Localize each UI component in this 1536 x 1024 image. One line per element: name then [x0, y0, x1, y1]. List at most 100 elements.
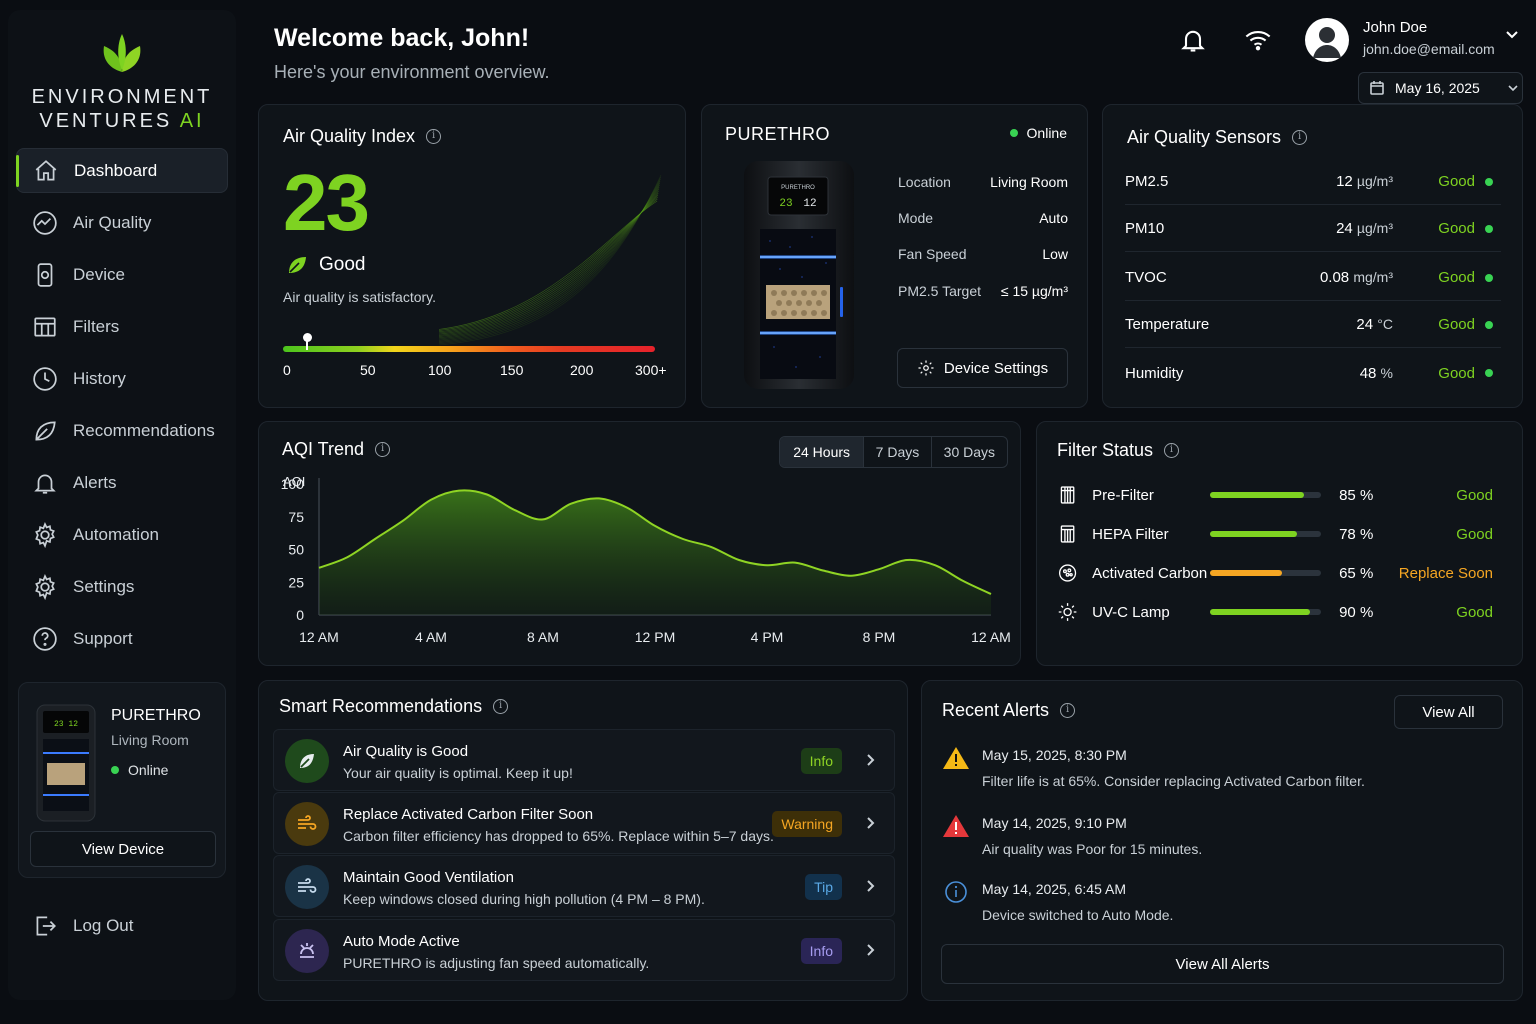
logout-button[interactable]: Log Out [32, 913, 134, 939]
chart-xtick: 8 AM [527, 629, 559, 645]
brand-line1: ENVIRONMENT [31, 86, 213, 108]
sidebar-item-dashboard[interactable]: Dashboard [16, 148, 228, 193]
purifier-detail-row: Location Living Room [898, 174, 1068, 190]
chart-ytick: 25 [288, 574, 304, 590]
recommendations-card: Smart Recommendations i Air Quality is Go… [258, 680, 908, 1001]
view-device-button[interactable]: View Device [30, 831, 216, 867]
wave-line [439, 176, 661, 345]
tab-7-days[interactable]: 7 Days [864, 437, 932, 467]
filter-progress-bar [1209, 570, 1322, 576]
recommendations-title-text: Smart Recommendations [279, 696, 483, 716]
sensor-status-text: Good [1438, 316, 1475, 333]
calendar-icon [1370, 81, 1384, 95]
sidebar-item-air-quality[interactable]: Air Quality [16, 200, 228, 245]
carbon-filter-icon [1058, 564, 1077, 582]
sensor-unit: µg/m³ [1356, 173, 1393, 189]
sidebar-item-device[interactable]: Device [16, 252, 228, 297]
purifier-detail-value: Living Room [990, 174, 1068, 190]
alert-item[interactable]: May 15, 2025, 8:30 PM Filter life is at 6… [942, 747, 1502, 797]
sensor-row-tvoc: TVOC 0.08 mg/m³ Good [1125, 255, 1501, 301]
chart-area [319, 490, 991, 615]
purifier-display-label: PURETHRO [781, 185, 815, 191]
recommendation-item[interactable]: Replace Activated Carbon Filter Soon Carb… [273, 792, 895, 854]
tab-24-hours[interactable]: 24 Hours [780, 437, 865, 467]
recommendation-item[interactable]: Air Quality is Good Your air quality is o… [273, 729, 895, 791]
wind-icon [298, 878, 317, 893]
wave-line [439, 180, 661, 342]
status-dot [1485, 177, 1493, 186]
info-icon[interactable]: i [426, 129, 442, 144]
alert-item[interactable]: May 14, 2025, 9:10 PM Air quality was Poo… [942, 815, 1502, 865]
wave-line [439, 198, 658, 331]
info-icon[interactable]: i [375, 442, 391, 457]
sensor-unit: % [1380, 364, 1393, 381]
aqi-scale-tick: 150 [500, 362, 524, 378]
tab-30-days[interactable]: 30 Days [943, 444, 996, 460]
sidebar-item-support[interactable]: Support [16, 616, 228, 661]
purifier-status-text: Online [1026, 125, 1067, 141]
filter-row: Pre-Filter 85 % Good [1057, 480, 1493, 510]
sensor-row-pm25: PM2.5 12 µg/m³ Good [1125, 159, 1501, 205]
filter-status: Good [1456, 486, 1493, 504]
info-icon[interactable]: i [493, 699, 509, 714]
welcome-subtitle: Here's your environment overview. [274, 62, 550, 82]
sidebar-item-alerts[interactable]: Alerts [16, 460, 228, 505]
info-icon[interactable]: i [1060, 703, 1076, 718]
welcome-title: Welcome back, John! [274, 24, 530, 52]
recommendation-item[interactable]: Maintain Good Ventilation Keep windows cl… [273, 855, 895, 917]
filter-status: Good [1456, 525, 1493, 543]
alert-time: May 14, 2025, 6:45 AM [982, 881, 1126, 897]
sensor-status: Good [1393, 365, 1493, 382]
chevron-right-icon[interactable] [862, 878, 878, 894]
trend-range-tabs: 24 Hours 7 Days 30 Days [779, 436, 1008, 468]
wifi-icon[interactable] [1244, 26, 1272, 54]
sidebar-item-settings[interactable]: Settings [16, 564, 228, 609]
info-icon[interactable]: i [1164, 443, 1180, 458]
sensor-value: 12 [1336, 173, 1353, 190]
recommendation-badge: Tip [805, 874, 842, 900]
sidebar-item-recommendations[interactable]: Recommendations [16, 408, 228, 453]
gear-icon [35, 521, 55, 548]
user-menu-chevron-down-icon[interactable] [1504, 26, 1520, 42]
filter-percent: 78 % [1339, 525, 1374, 543]
chevron-right-icon[interactable] [862, 815, 878, 831]
sensor-value-wrap: 48 % [1285, 365, 1393, 382]
chevron-right-icon[interactable] [862, 942, 878, 958]
filter-progress-bar [1209, 609, 1322, 615]
logout-label: Log Out [73, 916, 134, 935]
sidebar-device-card: 23 12 PURETHRO Living Room Online View D… [18, 682, 226, 878]
chevron-right-icon[interactable] [862, 752, 878, 768]
chart-xtick: 4 PM [751, 629, 784, 645]
sensor-row-temperature: Temperature 24 °C Good [1125, 302, 1501, 348]
chart-ylabel: AQI [283, 474, 305, 489]
aqi-scale-marker [306, 336, 309, 350]
notifications-bell-icon[interactable] [1179, 26, 1207, 54]
brand-accent: AI [179, 110, 205, 132]
alert-item[interactable]: May 14, 2025, 6:45 AM Device switched to … [942, 881, 1502, 931]
filter-progress-fill [1209, 609, 1310, 615]
date-picker[interactable]: May 16, 2025 [1358, 72, 1523, 104]
sensor-value-wrap: 24 µg/m³ [1285, 220, 1393, 237]
recommendation-icon-wrap [285, 865, 329, 909]
user-avatar[interactable] [1305, 18, 1349, 62]
sidebar-item-history[interactable]: History [16, 356, 228, 401]
recommendation-item[interactable]: Auto Mode Active PURETHRO is adjusting fa… [273, 919, 895, 981]
info-icon[interactable]: i [1292, 130, 1308, 145]
purifier-detail-key: Mode [898, 210, 934, 226]
alerts-title: Recent Alerts i [942, 700, 1076, 721]
view-all-alerts-button[interactable]: View All Alerts [941, 944, 1504, 984]
user-name[interactable]: John Doe [1363, 19, 1428, 36]
filter-progress-fill [1209, 492, 1305, 498]
device-settings-button[interactable]: Device Settings [897, 348, 1068, 388]
sidebar-item-automation[interactable]: Automation [16, 512, 228, 557]
date-value: May 16, 2025 [1395, 80, 1480, 96]
sidebar-item-label: Automation [73, 524, 159, 544]
device-settings-label: Device Settings [943, 359, 1049, 377]
sidebar-item-filters[interactable]: Filters [16, 304, 228, 349]
view-all-button[interactable]: View All [1394, 695, 1503, 729]
filter-status-card: Filter Status i Pre-Filter 85 % Good HEPA Fi… [1036, 421, 1523, 666]
filter-status: Good [1456, 603, 1493, 621]
alerts-title-text: Recent Alerts [942, 700, 1050, 720]
alert-text: Air quality was Poor for 15 minutes. [982, 841, 1203, 857]
sensor-value-wrap: 24 °C [1285, 316, 1393, 333]
